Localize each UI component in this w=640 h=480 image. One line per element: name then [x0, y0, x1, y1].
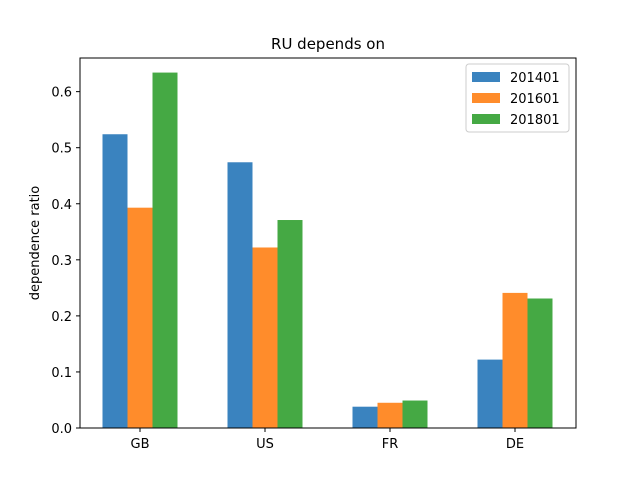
x-tick-label-DE: DE — [506, 437, 524, 452]
y-axis: 0.0 0.1 0.2 0.3 0.4 0.5 0.6 — [51, 86, 80, 437]
bars-layer — [102, 72, 553, 429]
legend-label-201801: 201801 — [510, 113, 560, 128]
plot-frame — [79, 57, 577, 429]
y-tick-label: 0.1 — [51, 366, 72, 381]
y-tick-label: 0.4 — [51, 198, 72, 213]
y-axis-title: dependence ratio — [28, 186, 43, 301]
bar-DE-201401 — [477, 359, 503, 428]
x-axis: GB US FR DE — [131, 428, 524, 452]
legend: 201401 201601 201801 — [465, 63, 570, 133]
bar-FR-201401 — [352, 406, 378, 428]
legend-swatch-201601 — [472, 93, 500, 103]
bar-GB-201401 — [102, 134, 128, 428]
x-tick-label-GB: GB — [131, 437, 150, 452]
legend-label-201601: 201601 — [510, 92, 560, 107]
y-tick-label: 0.3 — [51, 254, 72, 269]
bar-US-201601 — [252, 247, 278, 428]
chart-title: RU depends on — [271, 35, 385, 53]
x-tick-label-FR: FR — [382, 437, 399, 452]
bar-FR-201601 — [377, 402, 403, 428]
bar-FR-201801 — [402, 400, 428, 428]
legend-label-201401: 201401 — [510, 71, 560, 86]
legend-swatch-201401 — [472, 72, 500, 82]
legend-swatch-201801 — [472, 114, 500, 124]
bar-GB-201801 — [152, 72, 178, 429]
bar-US-201801 — [277, 220, 303, 428]
y-tick-label: 0.0 — [51, 422, 72, 437]
y-tick-label: 0.6 — [51, 86, 72, 101]
bar-GB-201601 — [127, 207, 153, 428]
x-tick-label-US: US — [256, 437, 274, 452]
bar-DE-201801 — [527, 298, 553, 428]
bar-DE-201601 — [502, 292, 528, 428]
y-tick-label: 0.5 — [51, 142, 72, 157]
bar-US-201401 — [227, 162, 253, 429]
y-tick-label: 0.2 — [51, 310, 72, 325]
